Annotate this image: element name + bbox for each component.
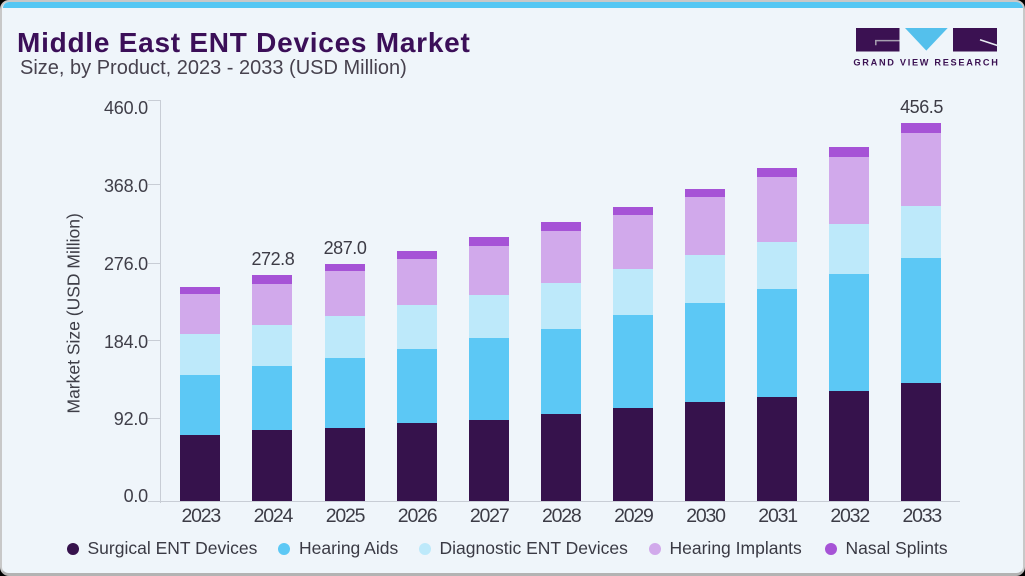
svg-text:GRAND VIEW RESEARCH: GRAND VIEW RESEARCH [853,57,999,67]
